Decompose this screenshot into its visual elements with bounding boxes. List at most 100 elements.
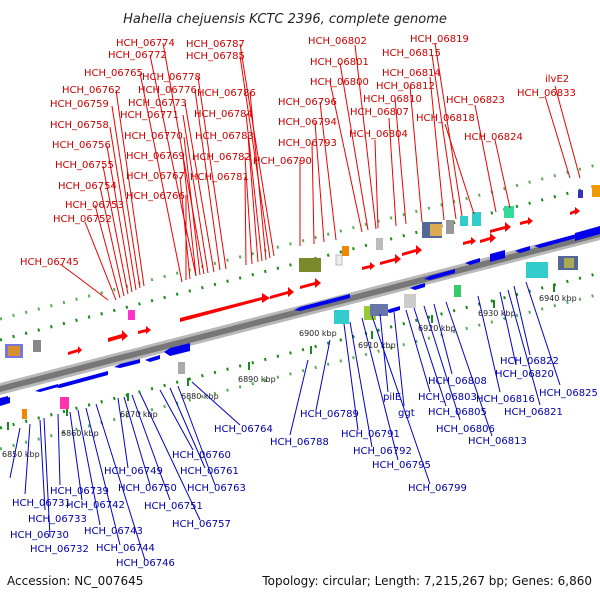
gene-label-top: HCH_06782 bbox=[192, 152, 251, 163]
gene-label-top: HCH_06771 bbox=[120, 110, 179, 121]
tick-marks bbox=[7, 284, 555, 430]
gene-label-bottom: HCH_06742 bbox=[66, 500, 125, 511]
gene-label-bottom: HCH_06739 bbox=[50, 486, 109, 497]
gene-label-top: HCH_06770 bbox=[124, 131, 183, 142]
gene-label-top: HCH_06745 bbox=[20, 257, 79, 268]
gene-label-top: HCH_06785 bbox=[186, 51, 245, 62]
gene-label-top: HCH_06787 bbox=[186, 39, 245, 50]
gene-label-top: HCH_06810 bbox=[363, 94, 422, 105]
gene-label-bottom: HCH_06803 bbox=[418, 392, 477, 403]
gene-label-top: HCH_06790 bbox=[253, 156, 312, 167]
gene-label-bottom: HCH_06749 bbox=[104, 466, 163, 477]
gene-label-top: HCH_06807 bbox=[350, 107, 409, 118]
gene-label-top: ilvE2 bbox=[545, 74, 569, 85]
top-gene-labels: HCH_06745 HCH_06752 HCH_06753 HCH_06754 … bbox=[20, 34, 576, 268]
gene-label-bottom: HCH_06746 bbox=[116, 558, 175, 569]
bottom-leader-lines bbox=[9, 281, 561, 561]
gene-label-top: HCH_06754 bbox=[58, 181, 117, 192]
gene-label-bottom: HCH_06761 bbox=[180, 466, 239, 477]
gene-label-top: HCH_06824 bbox=[464, 132, 523, 143]
gene-label-top: HCH_06759 bbox=[50, 99, 109, 110]
gene-label-top: HCH_06815 bbox=[382, 48, 441, 59]
reverse-genes bbox=[0, 226, 600, 406]
gene-label-bottom: HCH_06799 bbox=[408, 483, 467, 494]
gene-label-top: HCH_06756 bbox=[52, 140, 111, 151]
gene-label-bottom: HCH_06757 bbox=[172, 519, 231, 530]
gene-label-top: HCH_06823 bbox=[446, 95, 505, 106]
gene-label-top: HCH_06769 bbox=[126, 151, 185, 162]
tick-label-6920: 6920 kbp bbox=[418, 324, 456, 333]
gene-label-bottom: HCH_06789 bbox=[300, 409, 359, 420]
map-title: Hahella chejuensis KCTC 2396, complete g… bbox=[123, 12, 447, 27]
gene-label-top: HCH_06776 bbox=[138, 85, 197, 96]
gene-label-top: HCH_06766 bbox=[126, 191, 185, 202]
bottom-gene-labels: HCH_06730 HCH_06731 HCH_06732 HCH_06733 … bbox=[10, 356, 598, 569]
tick-label-6850: 6850 kbp bbox=[2, 450, 40, 459]
tick-label-6880: 6880 kbp bbox=[181, 392, 219, 401]
gene-label-bottom: HCH_06788 bbox=[270, 437, 329, 448]
accession-text: Accession: NC_007645 bbox=[7, 574, 143, 588]
gene-label-bottom: HCH_06791 bbox=[341, 429, 400, 440]
gene-label-top: HCH_06767 bbox=[126, 171, 185, 182]
tick-label-6860: 6860 kbp bbox=[61, 429, 99, 438]
gene-label-bottom: HCH_06813 bbox=[468, 436, 527, 447]
gene-label-bottom: HCH_06743 bbox=[84, 526, 143, 537]
forward-genes bbox=[68, 207, 580, 355]
tick-label-6940: 6940 kbp bbox=[539, 294, 577, 303]
gene-label-top: HCH_06801 bbox=[310, 57, 369, 68]
gene-label-bottom: HCH_06730 bbox=[10, 530, 69, 541]
gene-label-top: HCH_06804 bbox=[349, 129, 408, 140]
gene-label-bottom: HCH_06822 bbox=[500, 356, 559, 367]
gene-label-top: HCH_06818 bbox=[416, 113, 475, 124]
gene-label-bottom: HCH_06731 bbox=[12, 498, 71, 509]
gene-label-top: HCH_06784 bbox=[194, 109, 253, 120]
gene-label-top: HCH_06781 bbox=[190, 172, 249, 183]
gene-label-top: HCH_06758 bbox=[50, 120, 109, 131]
gene-label-bottom: HCH_06805 bbox=[428, 407, 487, 418]
gene-label-bottom: HCH_06821 bbox=[504, 407, 563, 418]
gene-label-top: HCH_06772 bbox=[108, 50, 167, 61]
gene-label-top: HCH_06783 bbox=[195, 131, 254, 142]
gene-label-bottom: HCH_06825 bbox=[539, 388, 598, 399]
gene-label-bottom: HCH_06750 bbox=[118, 483, 177, 494]
gene-label-bottom: HCH_06732 bbox=[30, 544, 89, 555]
gene-label-top: HCH_06796 bbox=[278, 97, 337, 108]
gene-label-bottom: HCH_06816 bbox=[476, 394, 535, 405]
gene-label-top: HCH_06774 bbox=[116, 38, 175, 49]
gene-label-top: HCH_06814 bbox=[382, 68, 441, 79]
gene-label-bottom: HCH_06795 bbox=[372, 460, 431, 471]
tick-label-6900: 6900 kbp bbox=[299, 329, 337, 338]
gene-label-bottom: ggt bbox=[398, 408, 415, 419]
gene-label-bottom: HCH_06820 bbox=[495, 369, 554, 380]
gene-label-top: HCH_06765 bbox=[84, 68, 143, 79]
gene-label-top: HCH_06819 bbox=[410, 34, 469, 45]
gene-label-bottom: HCH_06808 bbox=[428, 376, 487, 387]
gene-label-bottom: HCH_06792 bbox=[353, 446, 412, 457]
gene-label-top: HCH_06812 bbox=[376, 81, 435, 92]
gene-label-top: HCH_06753 bbox=[65, 200, 124, 211]
feature-blocks bbox=[5, 185, 600, 419]
gene-label-top: HCH_06800 bbox=[310, 77, 369, 88]
gene-label-top: HCH_06786 bbox=[197, 88, 256, 99]
gene-label-top: HCH_06755 bbox=[55, 160, 114, 171]
gene-label-bottom: HCH_06806 bbox=[436, 424, 495, 435]
tick-label-6910: 6910 kbp bbox=[358, 341, 396, 350]
gene-label-top: HCH_06762 bbox=[62, 85, 121, 96]
gene-label-top: HCH_06794 bbox=[278, 117, 337, 128]
gene-label-bottom: HCH_06764 bbox=[214, 424, 273, 435]
topology-text: Topology: circular; Length: 7,215,267 bp… bbox=[261, 574, 592, 588]
gene-label-bottom: HCH_06733 bbox=[28, 514, 87, 525]
gene-label-top: HCH_06793 bbox=[278, 138, 337, 149]
gene-label-bottom: HCH_06763 bbox=[187, 483, 246, 494]
tick-label-6890: 6890 kbp bbox=[238, 375, 276, 384]
gene-label-top: HCH_06802 bbox=[308, 36, 367, 47]
gene-label-top: HCH_06752 bbox=[53, 214, 112, 225]
gene-label-top: HCH_06833 bbox=[517, 88, 576, 99]
tick-label-6930: 6930 kbp bbox=[478, 309, 516, 318]
gene-label-bottom: pilE bbox=[383, 392, 401, 403]
gene-label-top: HCH_06778 bbox=[142, 72, 201, 83]
gene-label-bottom: HCH_06744 bbox=[96, 543, 155, 554]
gene-label-top: HCH_06773 bbox=[128, 98, 187, 109]
